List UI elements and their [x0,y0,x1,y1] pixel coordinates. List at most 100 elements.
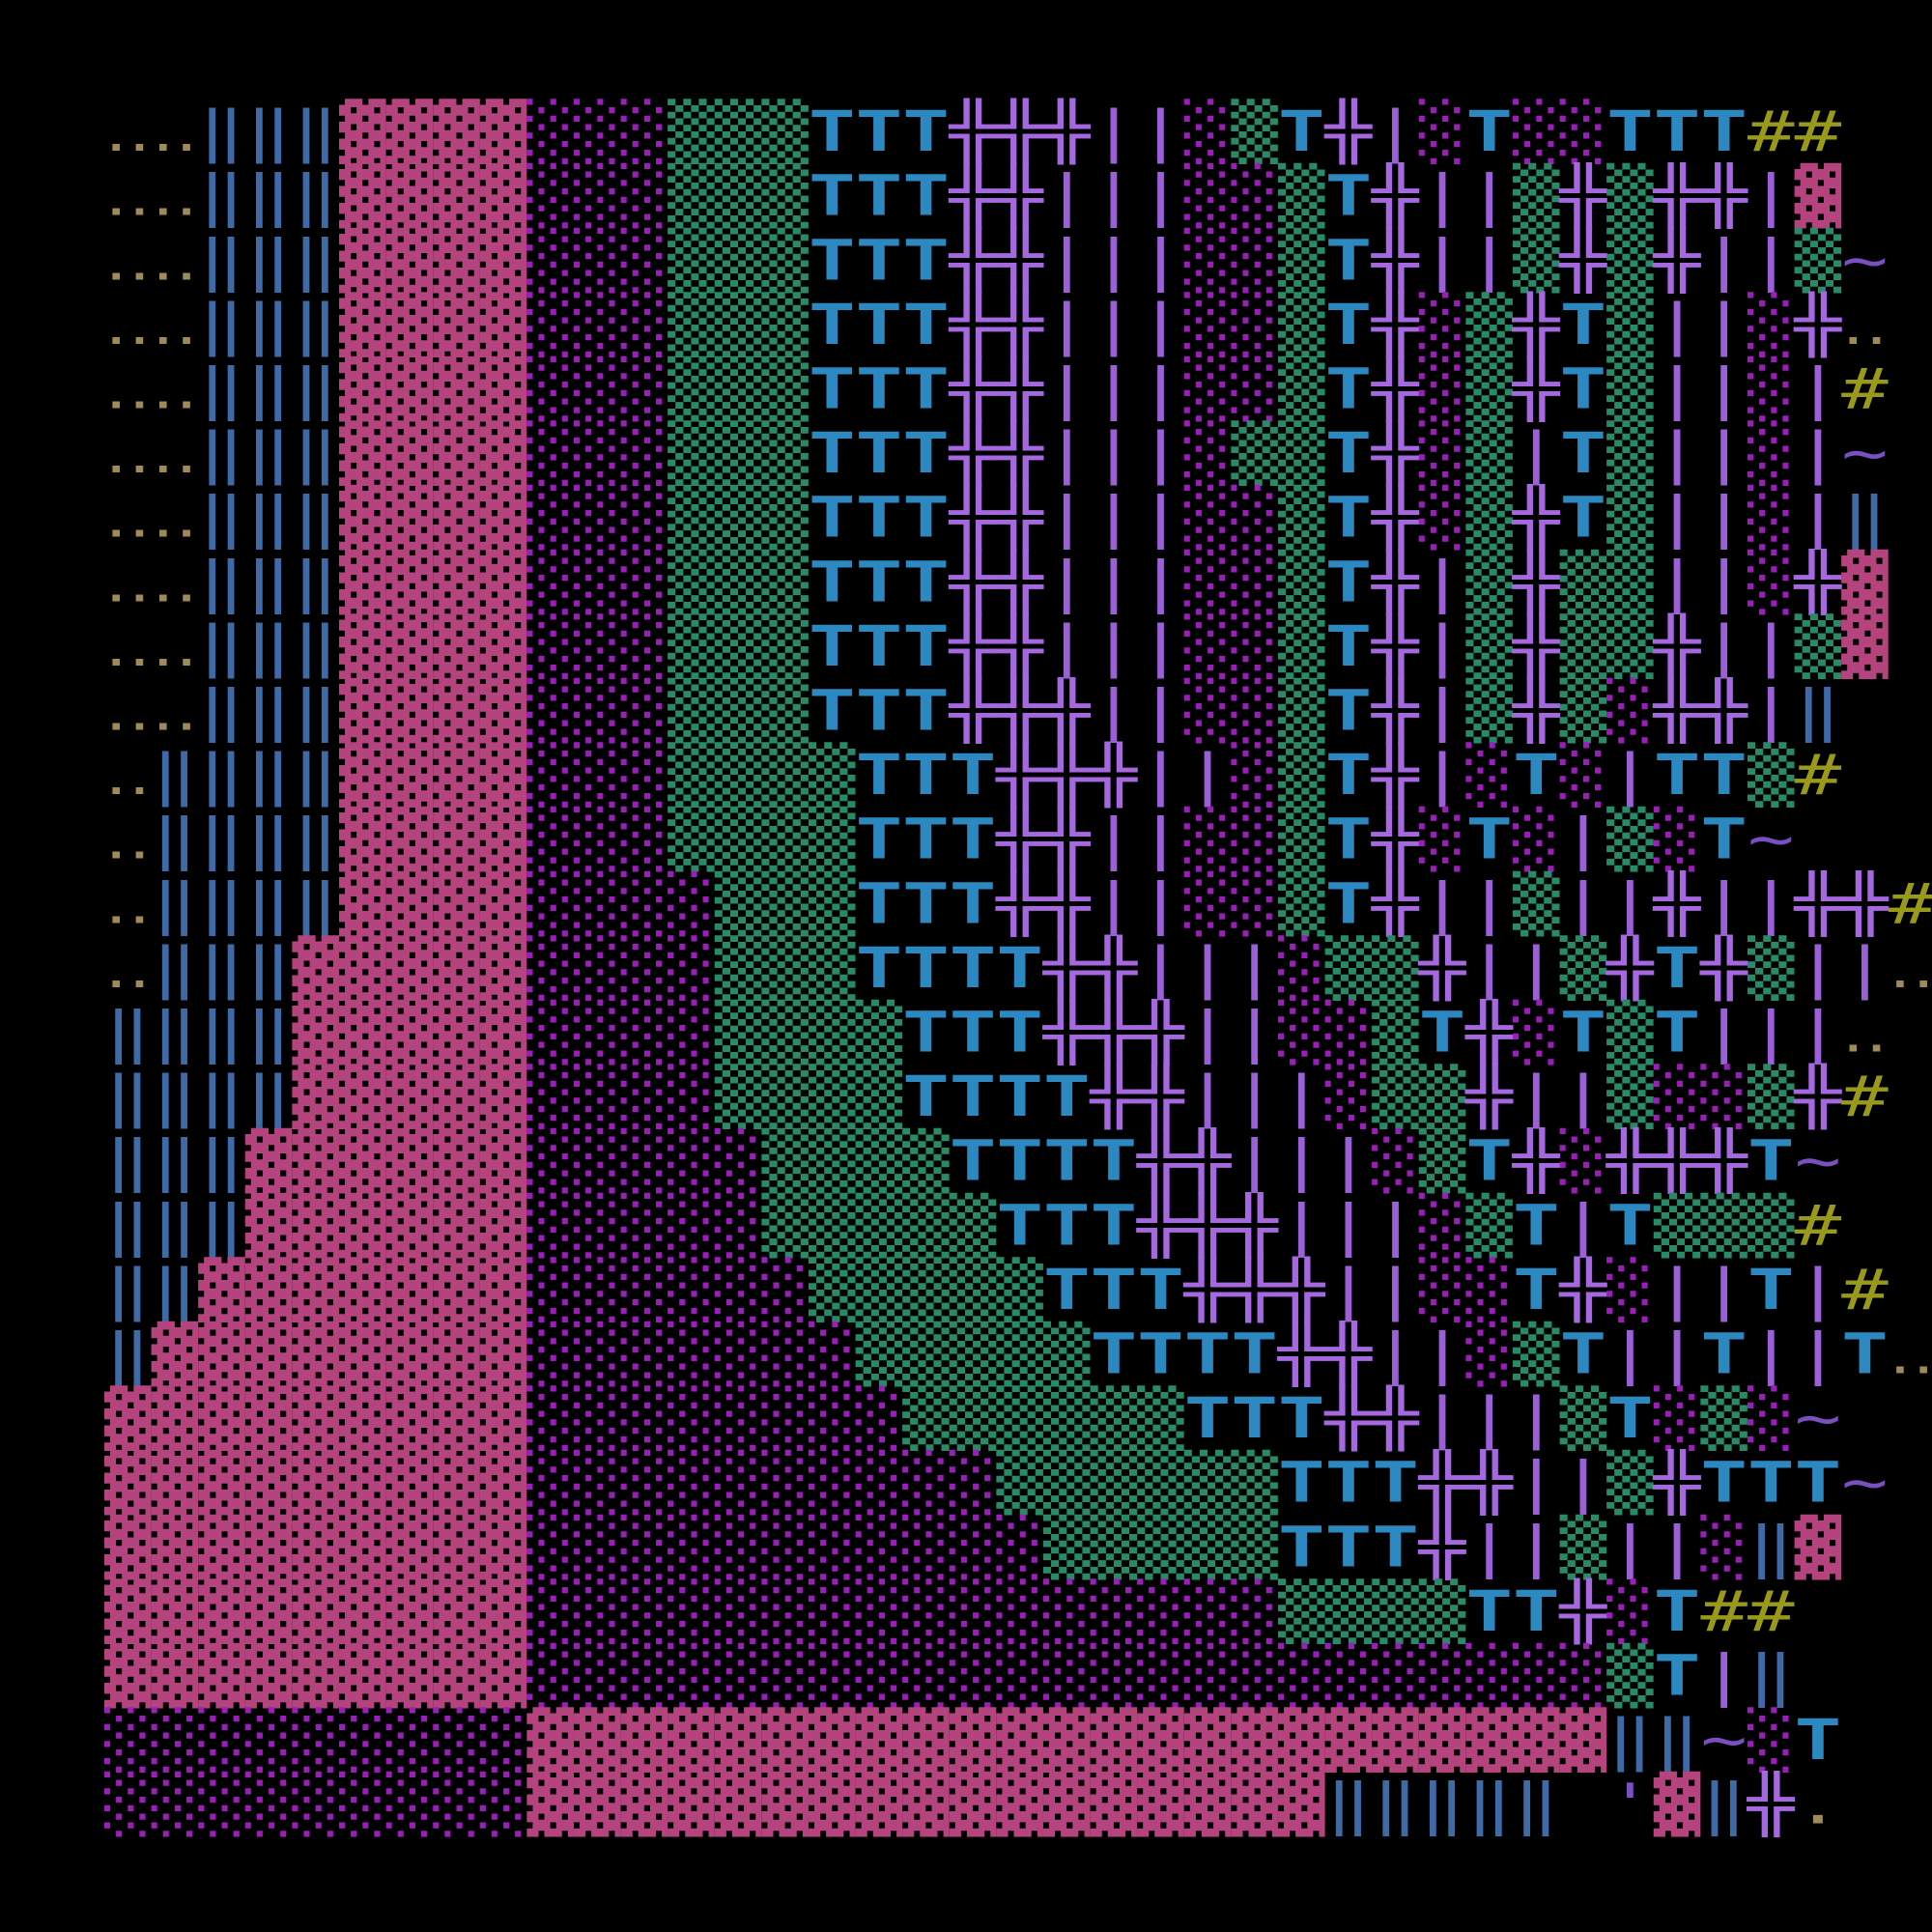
glyph-run: ▒ [1513,1321,1560,1387]
glyph-run: || [1465,1514,1559,1579]
glyph-run: || [1654,356,1747,422]
glyph-run: ╬╬╬ [948,677,1092,745]
glyph-run: ░ [1419,420,1466,486]
glyph-run: ▒▒▒▒ [761,1128,949,1194]
glyph-run: ‖‖ [104,1257,198,1322]
glyph-run: ░░ [1184,870,1278,936]
glyph-run: | [1560,807,1607,872]
glyph-run: ▒▒▒ [668,227,809,293]
glyph-run: ▒ [1278,292,1325,357]
glyph-run: T [1513,1192,1560,1258]
glyph-run: || [1606,1321,1700,1387]
glyph-run: ▓▓▓▓▓▓▓▓▓ [104,1514,526,1579]
glyph-run: # [1841,1257,1889,1322]
glyph-run: ╬ [1512,677,1561,745]
glyph-run: ▓▓▓▓▓▓▓▓ [152,1321,527,1387]
glyph-run: ▒▒▒▒ [715,1000,902,1065]
glyph-run: ╬ [1371,548,1420,615]
glyph-run: TTT [856,742,997,808]
glyph-run: ▒ [1465,613,1513,679]
glyph-run: ▒ [1465,1192,1513,1258]
glyph-run: TTT [809,678,950,744]
glyph-run: || [1700,870,1794,936]
glyph-run: ▒ [1278,613,1325,679]
glyph-run: ░ [1560,1128,1607,1194]
glyph-run: ▒▒ [1560,613,1654,679]
glyph-run: ░ [1419,99,1466,164]
glyph-run: ▒ [1465,485,1513,551]
glyph-run: ▓▓▓▓ [339,356,526,422]
glyph-run: ▓▓▓▓ [339,678,526,744]
glyph-run: ╬╬ [1136,1127,1233,1195]
glyph-run: || [1747,1321,1841,1387]
glyph-run: ░ [1513,807,1560,872]
glyph-run: | [1747,163,1795,229]
glyph-run: ▒▒▒▒ [715,1064,902,1129]
glyph-run: | [1795,356,1842,422]
glyph-run: ||| [1419,1385,1560,1451]
glyph-run: ░░░ [526,613,668,679]
glyph-run: ▒▒▒▒▒ [1043,1514,1278,1579]
glyph-run: ▒▒▒ [668,678,809,744]
glyph-run: ░░ [1184,163,1278,229]
glyph-run: ▒ [1700,1385,1747,1451]
glyph-run: ‥‥ [104,678,198,744]
glyph-run: ░ [1372,1128,1419,1194]
glyph-run: ╬ [1371,677,1420,745]
glyph-run: # [1795,742,1842,808]
glyph-run: ░ [1419,485,1466,551]
glyph-run: ▓▓▓▓▓▓▓▓▓▓▓▓▓▓▓▓▓ [526,1772,1324,1837]
glyph-run: ░ [1184,420,1232,486]
glyph-run: || [1465,935,1559,1001]
glyph-run: | [1795,1257,1842,1322]
glyph-run: T [1654,1000,1701,1065]
glyph-run: ▒▒▒ [668,613,809,679]
glyph-run: ▒ [1278,807,1325,872]
glyph-run: ░ [1700,1064,1747,1129]
glyph-run: ░░░░░░░░░░░ [526,1514,1043,1579]
glyph-run: ~ [1700,1707,1747,1773]
glyph-run: ‖‖‖ [198,485,339,551]
glyph-run: ~ [1747,807,1795,872]
glyph-run: | [1795,485,1842,551]
glyph-run: ▒▒▒ [1654,1192,1795,1258]
glyph-run: ▒ [1606,163,1654,229]
glyph-run: ▓▓▓▓▓▓▓▓▓ [104,1643,526,1709]
glyph-run: ╬ [1371,355,1420,423]
glyph-run: ‖‖‖‖ [152,742,339,808]
glyph-run: ▒ [1606,1450,1654,1516]
glyph-run: ╬ [1558,1577,1607,1645]
glyph-run: ▓ [1795,1514,1842,1579]
glyph-run: TTT [902,1000,1043,1065]
glyph-run: T [1560,1000,1607,1065]
glyph-run: ╬ [1371,419,1420,487]
glyph-run: ░ [1278,1000,1325,1065]
glyph-run: T [1513,1257,1560,1322]
glyph-run: T [1654,935,1701,1001]
glyph-run: ░ [1654,1064,1701,1129]
glyph-run: T [1560,1321,1607,1387]
glyph-run: ▒▒▒ [715,935,856,1001]
glyph-run: ░ [1513,1000,1560,1065]
glyph-run: ▒▒▒ [668,163,809,229]
glyph-run: ▒ [1465,420,1513,486]
glyph-run: ▒ [1465,356,1513,422]
glyph-run: T [1513,742,1560,808]
glyph-run: ▓▓▓▓▓▓▓▓▓ [104,1385,526,1451]
glyph-run: ‥ [104,870,152,936]
glyph-run: ░░░ [526,227,668,293]
glyph-run: || [1091,807,1184,872]
glyph-run: TTT [809,420,950,486]
glyph-run: ||| [1043,613,1184,679]
glyph-run: T [1700,1321,1747,1387]
glyph-run: ░░ [1184,807,1278,872]
glyph-run: ╬╬ [995,806,1092,873]
glyph-run: ░░░░░░ [526,1257,809,1322]
glyph-run: ▒ [1747,1064,1795,1129]
glyph-run: || [1795,935,1889,1001]
glyph-run: T [1560,292,1607,357]
glyph-run: TTT [856,807,997,872]
glyph-run: ╬ [1512,612,1561,680]
glyph-run: ▒ [1606,485,1654,551]
glyph-run: ░ [1747,1707,1795,1773]
